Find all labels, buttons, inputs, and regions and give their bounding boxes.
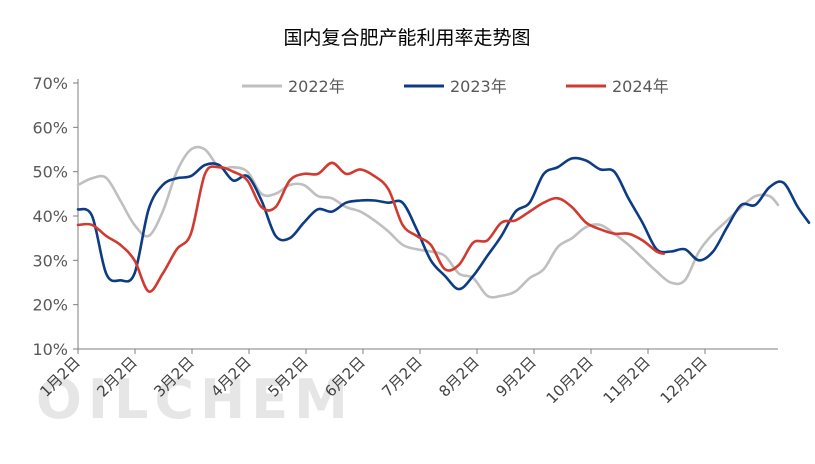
y-tick-label: 10% (32, 340, 68, 359)
watermark-text: OILCHEM (36, 368, 354, 431)
x-tick-label: 8月2日 (435, 353, 482, 400)
y-tick-label: 20% (32, 296, 68, 315)
watermark-layer: OILCHEM (36, 368, 354, 431)
y-tick-label: 30% (32, 251, 68, 270)
axes: 10%20%30%40%50%60%70%1月2日 2月2日 3月2日 4月2日 5月2… (32, 74, 778, 407)
y-tick-label: 60% (32, 118, 68, 137)
legend: 2022年 2023年 2024年 (242, 77, 669, 96)
legend-label: 2023年 (450, 77, 507, 96)
legend-label: 2022年 (288, 77, 345, 96)
x-tick-label: 7月2日 (378, 353, 425, 400)
x-tick-label: 11月2日 (600, 353, 654, 407)
x-tick-label: 9月2日 (492, 353, 539, 400)
x-tick-label: 12月2日 (657, 353, 711, 407)
legend-label: 2024年 (612, 77, 669, 96)
series-lines (76, 145, 811, 299)
x-tick-label: 10月2日 (543, 353, 597, 407)
chart-title: 国内复合肥产能利用率走势图 (283, 27, 530, 49)
y-tick-label: 50% (32, 163, 68, 182)
series-line-2022年 (76, 145, 780, 299)
y-tick-label: 70% (32, 74, 68, 93)
series-line-2023年 (76, 156, 811, 291)
series-line-2024年 (76, 161, 665, 293)
y-tick-label: 40% (32, 207, 68, 226)
